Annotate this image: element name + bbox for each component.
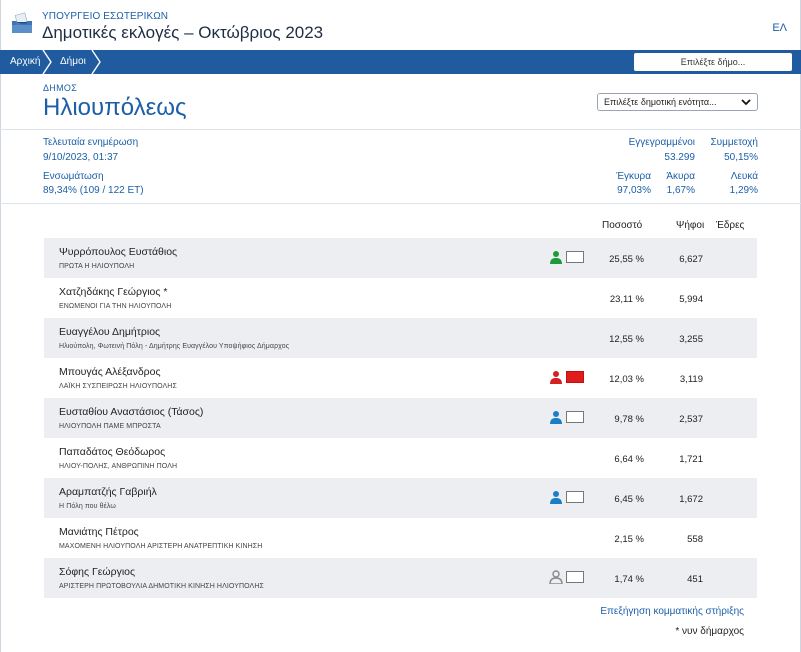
blank-label: Λευκά	[730, 171, 758, 182]
party-flag-icon	[566, 411, 584, 423]
votes-value: 5,994	[679, 294, 703, 305]
percent-value: 9,78 %	[614, 414, 644, 425]
table-row[interactable]: Ευσταθίου Αναστάσιος (Τάσος) ΗΛΙΟΥΠΟΛΗ ΠΑ…	[44, 398, 757, 438]
party-name: Η Πόλη που θέλω	[59, 503, 116, 510]
municipality-name: Ηλιουπόλεως	[43, 94, 187, 121]
party-name: ΜΑΧΟΜΕΝΗ ΗΛΙΟΥΠΟΛΗ ΑΡΙΣΤΕΡΗ ΑΝΑΤΡΕΠΤΙΚΗ …	[59, 543, 263, 550]
breadcrumb-municipalities[interactable]: Δήμοι	[60, 56, 86, 67]
page-title[interactable]: Δημοτικές εκλογές – Οκτώβριος 2023	[42, 23, 324, 42]
party-name: Ηλιούπολη, Φωτεινή Πόλη - Δημήτρης Ευαγγ…	[59, 343, 290, 350]
votes-value: 558	[687, 534, 703, 545]
percent-value: 12,03 %	[609, 374, 644, 385]
column-header-percent: Ποσοστό	[602, 220, 643, 231]
chevron-right-icon	[91, 50, 101, 74]
divider	[0, 129, 801, 130]
percent-value: 25,55 %	[609, 254, 644, 265]
candidate-name: Μπουγάς Αλέξανδρος	[59, 366, 161, 378]
party-support-explanation-link[interactable]: Επεξήγηση κομματικής στήριξης	[600, 606, 744, 617]
person-icon	[550, 251, 562, 264]
votes-value: 451	[687, 574, 703, 585]
invalid-value: 1,67%	[666, 185, 695, 196]
table-row[interactable]: Σόφης Γεώργιος ΑΡΙΣΤΕΡΗ ΠΡΩΤΟΒΟΥΛΙΑ ΔΗΜΟΤ…	[44, 558, 757, 598]
percent-value: 2,15 %	[614, 534, 644, 545]
chevron-right-icon	[42, 50, 52, 74]
party-flag-icon	[566, 571, 584, 583]
candidate-name: Ψυρρόπουλος Ευστάθιος	[59, 246, 178, 258]
table-row[interactable]: Μπουγάς Αλέξανδρος ΛΑΪΚΗ ΣΥΣΠΕΙΡΩΣΗ ΗΛΙΟΥ…	[44, 358, 757, 398]
site-header: ΥΠΟΥΡΓΕΙΟ ΕΣΩΤΕΡΙΚΩΝ Δημοτικές εκλογές –…	[0, 0, 801, 50]
valid-label: Έγκυρα	[616, 171, 651, 182]
invalid-label: Άκυρα	[666, 171, 695, 182]
turnout-label: Συμμετοχή	[710, 137, 758, 148]
column-header-votes: Ψήφοι	[676, 220, 705, 231]
candidate-name: Ευσταθίου Αναστάσιος (Τάσος)	[59, 406, 204, 418]
person-icon	[549, 570, 563, 584]
percent-value: 1,74 %	[614, 574, 644, 585]
chevron-down-icon	[741, 99, 751, 106]
breadcrumb-home[interactable]: Αρχική	[10, 56, 41, 67]
votes-value: 1,672	[679, 494, 703, 505]
candidate-name: Αραμπατζής Γαβριήλ	[59, 486, 157, 498]
person-icon	[550, 491, 562, 504]
party-flag-icon	[566, 251, 584, 263]
party-name: ΗΛΙΟΥΠΟΛΗ ΠΑΜΕ ΜΠΡΟΣΤΑ	[59, 423, 161, 430]
ballot-box-icon	[12, 12, 32, 33]
candidate-name: Παπαδάτος Θεόδωρος	[59, 446, 166, 458]
municipal-unit-select-label: Επιλέξτε δημοτική ενότητα...	[604, 97, 717, 107]
party-flag-icon	[566, 491, 584, 503]
percent-value: 12,55 %	[609, 334, 644, 345]
party-name: ΗΛΙΟΥ-ΠΟΛΗΣ, ΑΝΘΡΩΠΙΝΗ ΠΟΛΗ	[59, 463, 178, 470]
table-row[interactable]: Αραμπατζής Γαβριήλ Η Πόλη που θέλω 6,45 % 1…	[44, 478, 757, 518]
table-row[interactable]: Χατζηδάκης Γεώργιος * ΕΝΩΜΕΝΟΙ ΓΙΑ ΤΗΝ ΗΛ…	[44, 278, 757, 318]
divider	[0, 203, 801, 204]
table-row[interactable]: Ευαγγέλου Δημήτριος Ηλιούπολη, Φωτεινή Πό…	[44, 318, 757, 358]
blank-value: 1,29%	[729, 185, 758, 196]
votes-value: 3,119	[679, 374, 703, 385]
party-name: ΕΝΩΜΕΝΟΙ ΓΙΑ ΤΗΝ ΗΛΙΟΥΠΟΛΗ	[59, 303, 172, 310]
candidate-name: Μανιάτης Πέτρος	[59, 526, 139, 538]
party-name: ΛΑΪΚΗ ΣΥΣΠΕΙΡΩΣΗ ΗΛΙΟΥΠΟΛΗΣ	[59, 383, 177, 390]
last-update-label: Τελευταία ενημέρωση	[43, 137, 139, 148]
turnout-value: 50,15%	[724, 152, 758, 163]
table-row[interactable]: Μανιάτης Πέτρος ΜΑΧΟΜΕΝΗ ΗΛΙΟΥΠΟΛΗ ΑΡΙΣΤΕ…	[44, 518, 757, 558]
last-update-value: 9/10/2023, 01:37	[43, 152, 119, 163]
municipal-unit-select[interactable]: Επιλέξτε δημοτική ενότητα...	[597, 93, 758, 111]
party-name: ΑΡΙΣΤΕΡΗ ΠΡΩΤΟΒΟΥΛΙΑ ΔΗΜΟΤΙΚΗ ΚΙΝΗΣΗ ΗΛΙ…	[59, 583, 264, 590]
person-icon	[550, 411, 562, 424]
percent-value: 23,11 %	[609, 294, 644, 305]
incumbent-mayor-note: * νυν δήμαρχος	[675, 626, 744, 637]
ministry-label: ΥΠΟΥΡΓΕΙΟ ΕΣΩΤΕΡΙΚΩΝ	[42, 11, 169, 22]
valid-value: 97,03%	[617, 185, 651, 196]
votes-value: 2,537	[679, 414, 703, 425]
municipality-label: ΔΗΜΟΣ	[43, 83, 78, 93]
column-header-seats: Έδρες	[716, 220, 745, 231]
candidate-name: Σόφης Γεώργιος	[59, 566, 136, 578]
breadcrumb-bar: Αρχική Δήμοι Επιλέξτε δήμο...	[0, 50, 801, 74]
table-row[interactable]: Παπαδάτος Θεόδωρος ΗΛΙΟΥ-ΠΟΛΗΣ, ΑΝΘΡΩΠΙΝΗ…	[44, 438, 757, 478]
municipality-select-button[interactable]: Επιλέξτε δήμο...	[634, 53, 792, 71]
language-switch[interactable]: ΕΛ	[772, 22, 787, 34]
percent-value: 6,64 %	[614, 454, 644, 465]
candidate-name: Χατζηδάκης Γεώργιος *	[59, 286, 168, 298]
party-flag-icon	[566, 371, 584, 383]
party-name: ΠΡΩΤΑ Η ΗΛΙΟΥΠΟΛΗ	[59, 263, 135, 270]
votes-value: 3,255	[679, 334, 703, 345]
registered-value: 53.299	[664, 152, 695, 163]
integration-label: Ενσωμάτωση	[43, 171, 104, 182]
candidate-name: Ευαγγέλου Δημήτριος	[59, 326, 161, 338]
table-row[interactable]: Ψυρρόπουλος Ευστάθιος ΠΡΩΤΑ Η ΗΛΙΟΥΠΟΛΗ 25…	[44, 238, 757, 278]
registered-label: Εγγεγραμμένοι	[628, 137, 695, 148]
votes-value: 1,721	[679, 454, 703, 465]
votes-value: 6,627	[679, 254, 703, 265]
integration-value: 89,34% (109 / 122 ΕΤ)	[43, 185, 144, 196]
percent-value: 6,45 %	[614, 494, 644, 505]
person-icon	[550, 371, 562, 384]
